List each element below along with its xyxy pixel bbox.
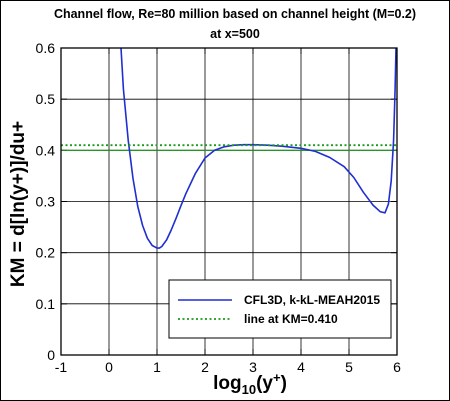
series-line-cfl3d <box>120 47 397 249</box>
legend-label-km-line: line at KM=0.410 <box>244 312 338 326</box>
x-tick-label: 4 <box>297 359 305 375</box>
y-tick-label: 0.6 <box>36 40 56 56</box>
x-tick-label: 2 <box>201 359 209 375</box>
y-tick-label: 0.5 <box>36 91 56 107</box>
x-tick-label: 0 <box>105 359 113 375</box>
x-tick-label: 5 <box>345 359 353 375</box>
chart-subtitle: at x=500 <box>210 27 260 41</box>
x-tick-label: 1 <box>153 359 161 375</box>
y-tick-labels: 0 0.1 0.2 0.3 0.4 0.5 0.6 <box>36 40 56 363</box>
y-tick-label: 0 <box>47 347 55 363</box>
legend-box <box>168 279 392 339</box>
y-axis-label: KM = d[ln(y+)]/du+ <box>8 121 29 287</box>
legend-label-cfl3d: CFL3D, k-kL-MEAH2015 <box>244 293 380 307</box>
x-tick-label: 3 <box>249 359 257 375</box>
x-axis-label: log10(y+) <box>213 370 287 397</box>
y-tick-label: 0.2 <box>36 245 56 261</box>
y-tick-label: 0.3 <box>36 194 56 210</box>
x-tick-labels: -1 0 1 2 3 4 5 6 <box>55 359 401 375</box>
y-tick-label: 0.4 <box>36 142 56 158</box>
x-tick-label: 6 <box>393 359 401 375</box>
legend: CFL3D, k-kL-MEAH2015 line at KM=0.410 <box>168 279 392 339</box>
plot-area-border <box>60 47 398 356</box>
chart-title: Channel flow, Re=80 million based on cha… <box>54 7 416 21</box>
x-tick-label: -1 <box>55 359 68 375</box>
y-tick-label: 0.1 <box>36 296 56 312</box>
plot-series <box>61 47 397 249</box>
